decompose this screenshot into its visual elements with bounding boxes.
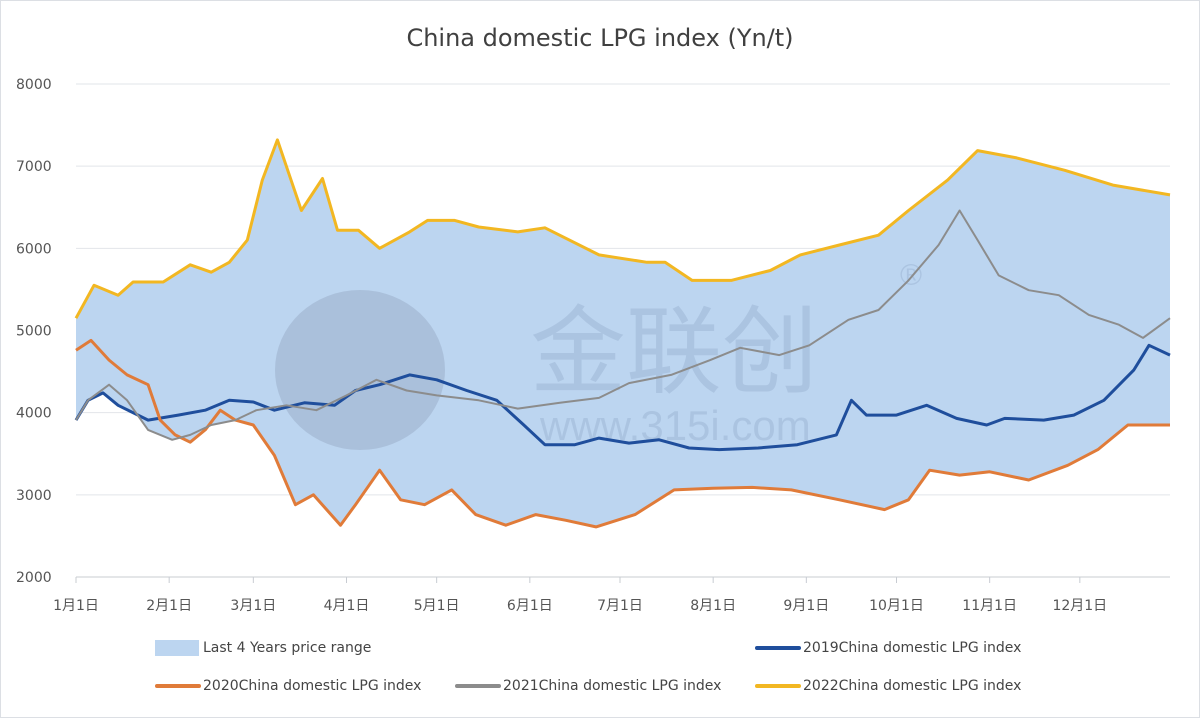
legend-item-2022: 2022China domestic LPG index xyxy=(755,678,1021,694)
legend-item-2020: 2020China domestic LPG index xyxy=(155,678,421,694)
legend-item-2021: 2021China domestic LPG index xyxy=(455,678,721,694)
y-tick-label: 8000 xyxy=(16,77,52,93)
y-tick-label: 4000 xyxy=(16,406,52,422)
x-tick-label: 3月1日 xyxy=(230,598,276,614)
series-line-2021 xyxy=(75,209,1171,441)
y-tick-label: 7000 xyxy=(16,159,52,175)
legend-swatch-2021 xyxy=(455,684,501,688)
x-axis-ticks: 1月1日 2月1日 3月1日 4月1日 5月1日 6月1日 7月1日 8月1日 9月1日 10月1… xyxy=(53,577,1107,614)
legend-swatch-range xyxy=(155,640,199,656)
y-axis-ticks: 2000 3000 4000 5000 6000 7000 8000 xyxy=(16,77,52,586)
legend-swatch-2020 xyxy=(155,684,201,688)
x-tick-label: 2月1日 xyxy=(146,598,192,614)
watermark-logo-icon xyxy=(275,290,445,450)
legend-label-range: Last 4 Years price range xyxy=(203,640,372,656)
series-line-2020 xyxy=(75,338,1170,529)
x-tick-label: 7月1日 xyxy=(597,598,643,614)
chart-title: China domestic LPG index (Yn/t) xyxy=(406,24,794,52)
y-tick-label: 5000 xyxy=(16,324,52,340)
x-tick-label: 6月1日 xyxy=(507,598,553,614)
x-tick-label: 4月1日 xyxy=(324,598,370,614)
legend-swatch-2022 xyxy=(755,684,801,688)
series-lines xyxy=(74,138,1171,529)
x-tick-label: 8月1日 xyxy=(690,598,736,614)
y-tick-label: 2000 xyxy=(16,570,52,586)
legend-label-2022: 2022China domestic LPG index xyxy=(803,678,1022,694)
series-line-2022 xyxy=(74,138,1171,319)
x-tick-label: 5月1日 xyxy=(414,598,460,614)
legend-label-2020: 2020China domestic LPG index xyxy=(203,678,422,694)
y-tick-label: 6000 xyxy=(16,241,52,257)
price-range-band xyxy=(76,139,1170,527)
legend-label-2019: 2019China domestic LPG index xyxy=(803,640,1022,656)
x-tick-label: 10月1日 xyxy=(869,598,924,614)
series-line-2019 xyxy=(74,343,1171,452)
x-tick-label: 12月1日 xyxy=(1052,598,1107,614)
legend-item-2019: 2019China domestic LPG index xyxy=(755,640,1021,656)
x-tick-label: 11月1日 xyxy=(962,598,1017,614)
y-tick-label: 3000 xyxy=(16,488,52,504)
watermark-brand: 金联创 xyxy=(530,299,818,406)
legend-label-2021: 2021China domestic LPG index xyxy=(503,678,722,694)
legend-swatch-2019 xyxy=(755,646,801,650)
legend-item-range: Last 4 Years price range xyxy=(155,640,371,656)
watermark-registered-mark: ® xyxy=(900,259,922,292)
x-tick-label: 9月1日 xyxy=(783,598,829,614)
x-tick-label: 1月1日 xyxy=(53,598,99,614)
